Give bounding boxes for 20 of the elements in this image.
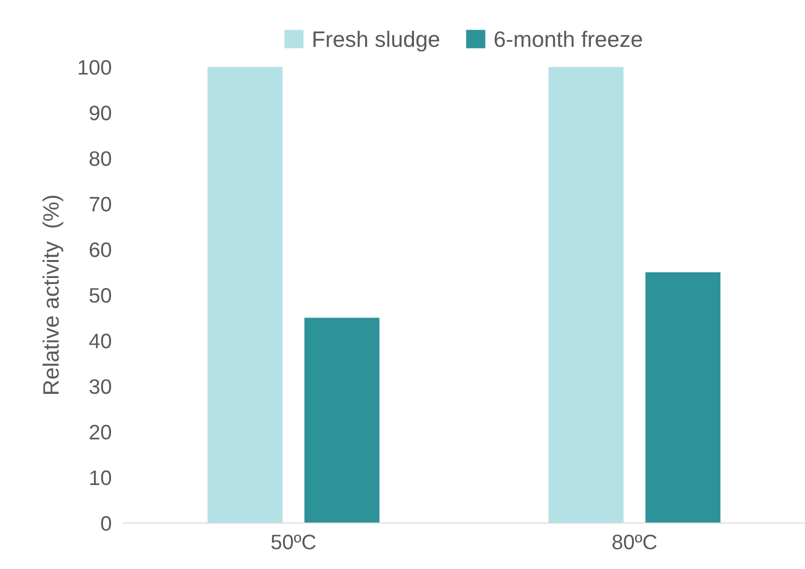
bar <box>208 67 283 523</box>
y-axis-title: Relative activity (%) <box>42 196 64 394</box>
y-tick-label: 0 <box>101 516 112 531</box>
bar <box>645 272 720 523</box>
y-tick-label: 80 <box>90 151 112 166</box>
y-tick-label: 10 <box>90 470 112 486</box>
y-tick-label: 90 <box>90 106 112 120</box>
y-tick-label: 20 <box>90 424 112 440</box>
y-tick-label: 50 <box>90 288 112 303</box>
y-tick-label: 100 <box>78 60 112 75</box>
x-tick-label: 50ºC <box>271 534 316 550</box>
x-tick-label: 80ºC <box>612 534 657 550</box>
y-tick-label: 70 <box>90 196 112 212</box>
y-tick-label: 60 <box>90 242 112 258</box>
legend-label: Fresh sludge <box>314 30 440 52</box>
bar <box>548 67 624 523</box>
y-tick-label: 30 <box>90 379 112 394</box>
y-tick-label: 40 <box>89 334 112 348</box>
bar <box>304 318 380 523</box>
legend-label: 6-month freeze <box>494 30 642 48</box>
